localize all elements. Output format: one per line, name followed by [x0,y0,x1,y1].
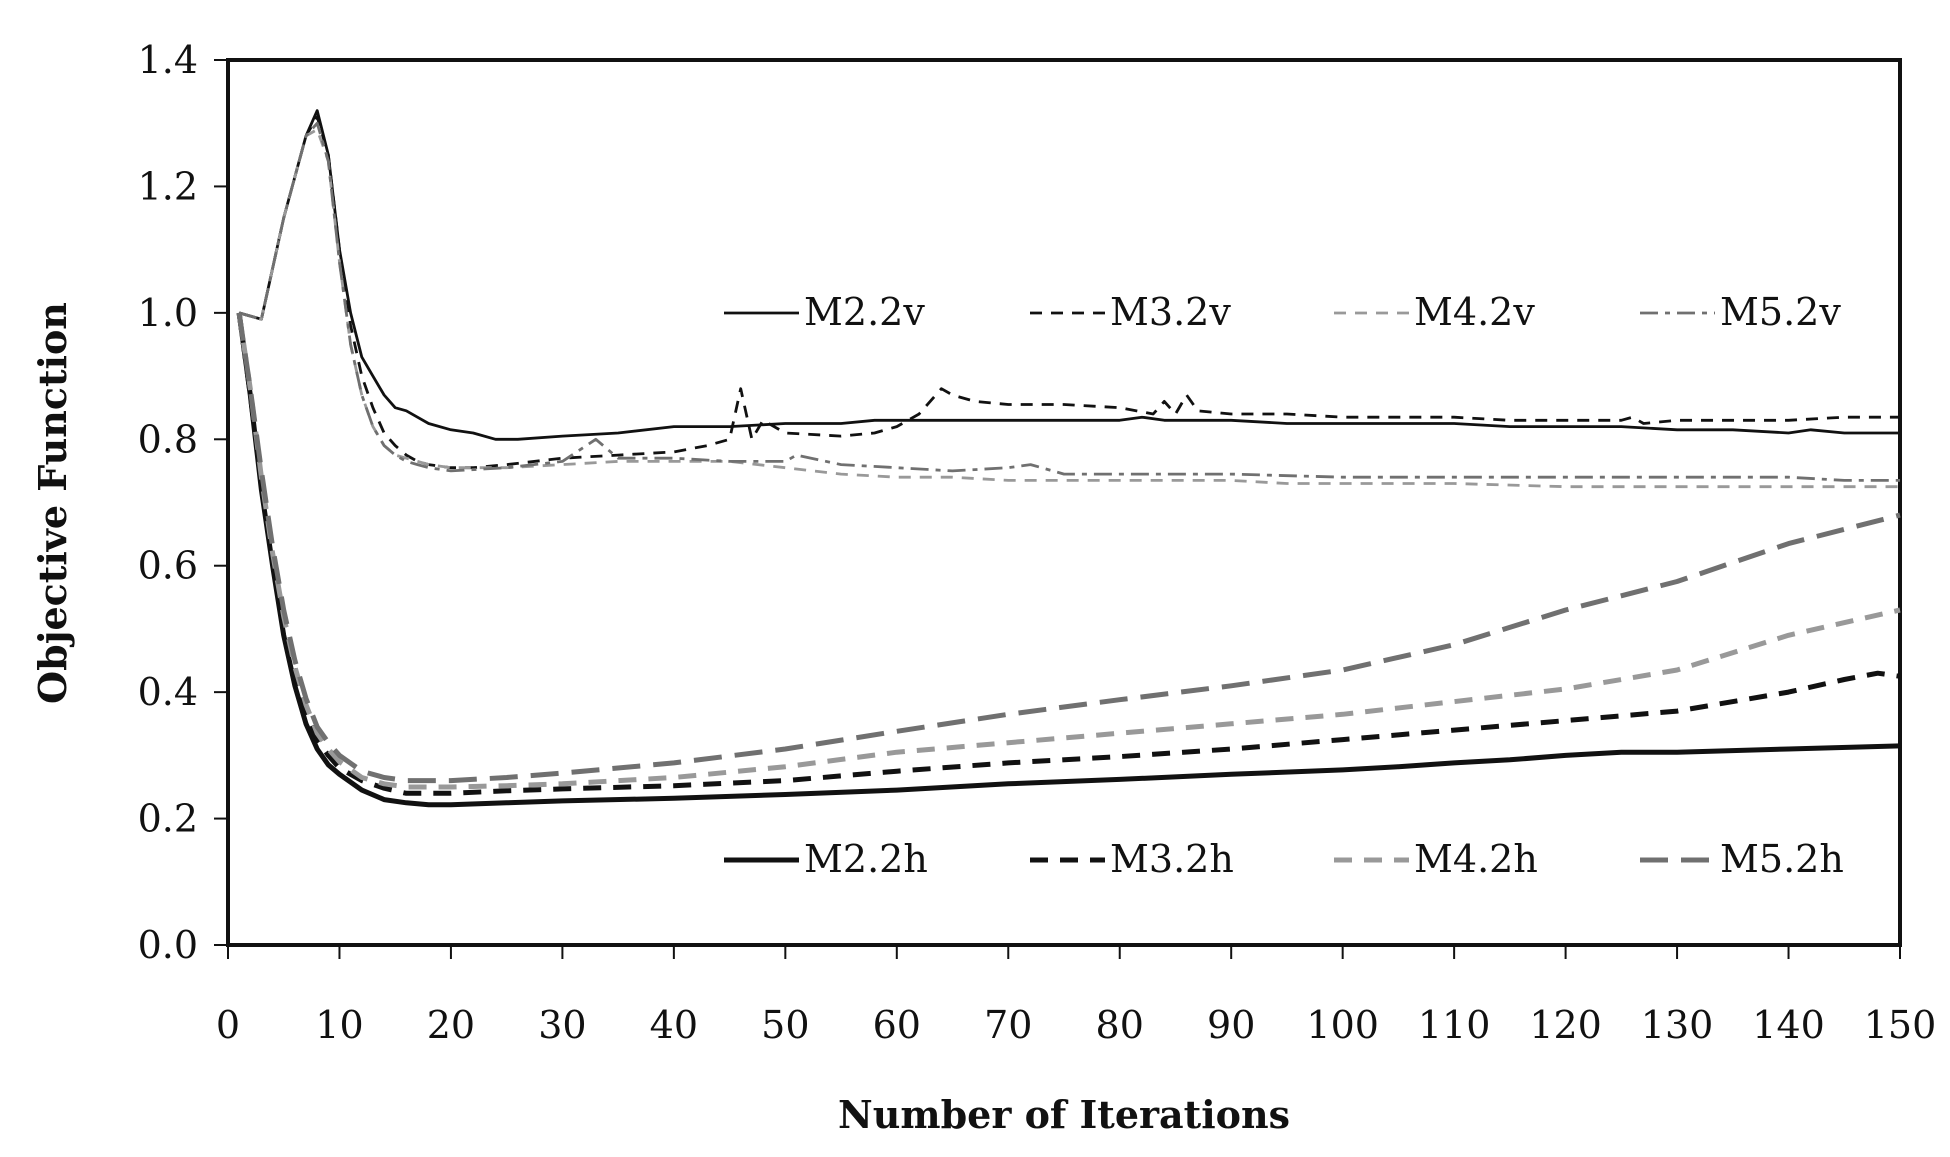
legend-label: M2.2h [804,837,928,881]
x-tick-label: 60 [873,1003,921,1047]
series-layer [236,109,1901,808]
series-line-m4-2h [236,312,1901,790]
series-line-m4-2v [238,128,1900,489]
legend-label: M2.2v [804,290,925,334]
y-tick-label: 0.0 [138,923,198,967]
x-axis: 0 10 20 30 40 50 60 70 80 90 100 110 120 130 140 150 [216,943,1937,1047]
legend-vertical-series: M2.2v M3.2v M4.2v M5.2v [724,290,1841,334]
x-tick-label: 0 [216,1003,240,1047]
series-line-m2-2v [238,109,1900,441]
x-tick-label: 130 [1641,1003,1714,1047]
series-line-m3-2v [238,115,1900,470]
series-line-m5-2v [238,121,1900,482]
x-tick-label: 90 [1207,1003,1255,1047]
legend-label: M3.2h [1110,837,1234,881]
y-tick-label: 0.4 [138,670,198,714]
plot-area-frame [226,58,1902,947]
y-tick-label: 1.4 [138,38,198,82]
series-line-m3-2h [236,312,1901,796]
y-tick-label: 0.6 [138,544,198,588]
x-tick-label: 10 [315,1003,363,1047]
y-tick-label: 0.8 [138,417,198,461]
series-line-m2-2h [236,312,1901,808]
y-axis-title: Objective Function [30,302,75,704]
x-tick-label: 40 [650,1003,698,1047]
x-tick-label: 80 [1096,1003,1144,1047]
x-tick-label: 20 [427,1003,475,1047]
legend-horizontal-series: M2.2h M3.2h M4.2h M5.2h [724,837,1844,881]
legend-label: M5.2v [1720,290,1841,334]
y-tick-label: 1.2 [138,164,198,208]
y-tick-label: 1.0 [138,291,198,335]
x-tick-label: 140 [1752,1003,1825,1047]
x-tick-label: 110 [1418,1003,1491,1047]
legend-label: M4.2h [1414,837,1538,881]
x-tick-label: 150 [1864,1003,1937,1047]
y-axis: 0.0 0.2 0.4 0.6 0.8 1.0 1.2 1.4 [138,38,228,967]
y-tick-label: 0.2 [138,797,198,841]
x-tick-label: 70 [984,1003,1032,1047]
x-tick-label: 120 [1529,1003,1602,1047]
legend-label: M5.2h [1720,837,1844,881]
legend-label: M3.2v [1110,290,1231,334]
x-axis-title: Number of Iterations [838,1092,1290,1137]
x-tick-label: 100 [1306,1003,1379,1047]
series-line-m5-2h [236,312,1901,784]
x-tick-label: 30 [538,1003,586,1047]
x-tick-label: 50 [761,1003,809,1047]
legend-label: M4.2v [1414,290,1535,334]
